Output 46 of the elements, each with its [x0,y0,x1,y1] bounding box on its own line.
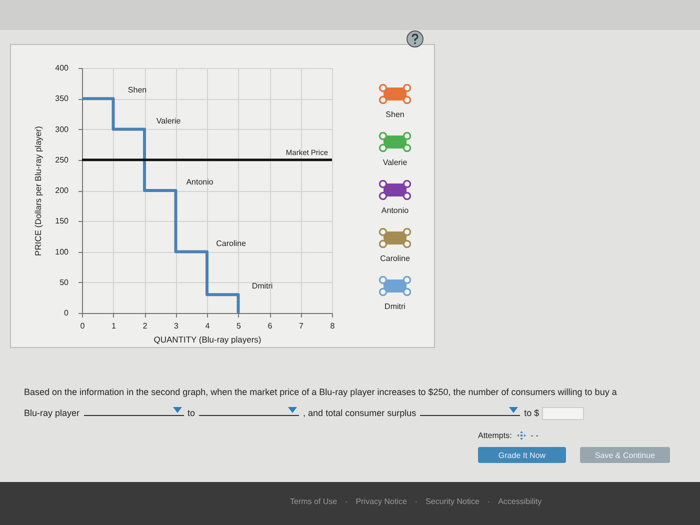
annotation: Antonio [186,178,214,186]
annotation: Caroline [216,238,246,248]
x-tick-label: 1 [112,322,117,330]
text: Terms of Use [290,497,338,506]
text: · [345,497,348,506]
y-tick-label: 400 [55,64,70,72]
text: Caroline [380,254,410,263]
y-tick-label: 50 [60,278,70,287]
text: to $ [524,408,540,418]
text: Privacy Notice [356,497,407,506]
text: Save & Continue [580,447,670,463]
y-tick-label: 200 [55,186,70,195]
annotation: Dmitri [252,282,273,291]
x-axis-title: QUANTITY (Blu-ray players) [154,334,262,344]
text: Shen [386,110,404,119]
text: Attempts: [478,431,512,440]
y-tick-label: 350 [55,94,70,104]
text: Valerie [382,158,408,167]
text: Antonio [381,206,409,215]
text: , and total consumer surplus [303,408,416,418]
text: Blu-ray player [24,408,80,418]
annotation: Shen [128,86,147,95]
text: Based on the information in the second graph, when the market price of a Blu-ray player increases to $250, the number of consumers willing to buy a [24,387,617,397]
y-tick-label: 100 [55,247,70,256]
y-tick-label: 250 [55,155,70,164]
x-tick-label: 5 [236,322,242,330]
text: · [414,497,418,506]
x-tick-label: 4 [205,322,210,330]
text: · [487,497,490,506]
x-tick-label: 7 [299,322,304,330]
text: Accessibility [498,497,542,506]
y-tick-label: 150 [55,216,70,226]
x-tick-label: 0 [80,322,86,330]
x-tick-label: 6 [268,322,273,330]
text: - - [530,431,538,440]
text: Dmitri [384,302,406,311]
annotation: Valerie [156,116,182,126]
text: to [188,408,196,418]
y-tick-label: 300 [55,124,70,134]
text: Security Notice [426,497,480,506]
x-tick-label: 8 [330,322,336,330]
text: Grade It Now [478,447,566,463]
y-tick-label: 0 [64,308,70,318]
y-axis-title: PRICE (Dollars per Blu-ray player) [33,126,44,256]
x-tick-label: 2 [142,322,148,330]
x-tick-label: 3 [174,322,180,330]
